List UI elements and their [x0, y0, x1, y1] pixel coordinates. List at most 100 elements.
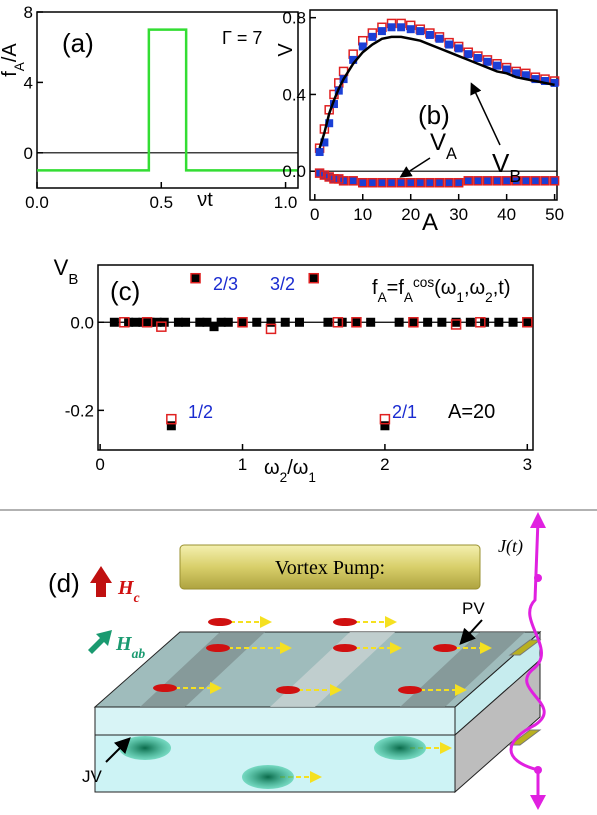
data-point: [387, 23, 396, 32]
panel-label: (b): [418, 100, 450, 130]
data-point: [444, 177, 454, 188]
data-point: [483, 176, 492, 185]
panel-label: (c): [110, 276, 140, 306]
annotation: VB: [492, 148, 521, 186]
data-point: [493, 176, 502, 185]
data-point: [425, 177, 435, 188]
data-point: [475, 317, 486, 328]
data-point: [406, 178, 415, 187]
data-point: [309, 273, 319, 283]
text-part: 2: [280, 470, 288, 485]
text-part: A: [12, 61, 27, 71]
text-part: V: [54, 255, 69, 280]
data-point: [511, 176, 521, 186]
pancake-vortices: [153, 618, 457, 694]
data-point: [314, 168, 325, 178]
x-tick-label: 20: [401, 205, 420, 224]
data-point: [358, 178, 367, 187]
data-point: [349, 176, 358, 185]
data-point: [332, 317, 344, 328]
hc-label: Hc: [117, 577, 140, 605]
data-point: [315, 148, 324, 157]
data-point: [512, 176, 521, 185]
data-point: [209, 322, 219, 332]
annotation: A=20: [448, 401, 495, 423]
annotation: VA: [430, 129, 457, 163]
data-point: [386, 177, 397, 188]
data-point: [540, 176, 550, 186]
data-point: [394, 317, 404, 327]
plot-frame: [97, 264, 534, 451]
text-part: A: [422, 209, 438, 236]
x-tick-label: 1: [238, 455, 247, 474]
x-tick-label: 3: [523, 455, 532, 474]
vortices: [175, 616, 492, 783]
text-part: B: [68, 271, 78, 288]
data-point: [339, 176, 348, 185]
data-point: [483, 57, 492, 66]
text-part: c: [134, 590, 140, 605]
annotation: Γ = 7: [222, 28, 262, 48]
data-point: [329, 174, 339, 184]
data-point: [530, 176, 541, 186]
y-tick-label: -0.2: [65, 401, 94, 420]
x-tick-label: 0: [310, 205, 319, 224]
data-point: [377, 178, 386, 187]
x-tick-label: 40: [497, 205, 516, 224]
data-point: [397, 23, 406, 32]
data-point: [280, 317, 290, 327]
data-point: [445, 178, 454, 187]
data-point: [380, 421, 390, 431]
data-point: [325, 172, 334, 181]
text-part: A: [404, 290, 414, 305]
data-point: [435, 34, 444, 43]
data-point: [425, 178, 434, 187]
data-point: [334, 174, 343, 183]
data-point: [541, 176, 550, 185]
data-point: [492, 176, 502, 186]
text-part: Γ = 7: [222, 28, 262, 48]
data-point: [329, 174, 338, 183]
text-part: ,t): [493, 277, 511, 299]
data-point: [473, 176, 483, 186]
y-tick-label: 0.8: [282, 9, 306, 28]
data-point: [405, 177, 416, 188]
data-point: [453, 177, 464, 188]
data-point: [408, 317, 419, 328]
annotation: 2/3: [213, 274, 238, 294]
y-axis-label: V: [275, 43, 297, 57]
text-part: B: [509, 166, 521, 186]
data-point: [531, 75, 540, 84]
annotation: 1/2: [188, 402, 213, 422]
text-part: J(t): [498, 536, 523, 557]
annotation-arrow: [399, 157, 431, 178]
text-part: f: [0, 71, 21, 77]
data-point: [349, 55, 358, 64]
text-part: A=20: [448, 401, 495, 423]
current-dot: [534, 766, 542, 774]
data-point: [348, 176, 358, 186]
text-part: H: [117, 577, 135, 599]
annotation: 2/1: [392, 402, 417, 422]
data-point: [334, 174, 344, 184]
slab-front: [94, 706, 456, 736]
data-point: [434, 177, 445, 188]
text-part: V: [430, 129, 446, 156]
x-tick-label: 50: [545, 205, 564, 224]
data-point: [463, 176, 474, 186]
data-point: [252, 317, 262, 327]
x-axis-label: ω2/ω1: [264, 457, 316, 485]
y-axis-label: fA/A: [0, 43, 27, 77]
data-point: [238, 317, 248, 327]
text-part: 1/2: [188, 402, 213, 422]
data-point: [366, 317, 376, 327]
data-point: [358, 42, 367, 51]
x-tick-label: 10: [353, 205, 372, 224]
stripe: [270, 632, 395, 707]
annotation: fA=fAcos(ω1,ω2,t): [372, 275, 510, 305]
data-point: [166, 413, 177, 425]
series-line: [37, 28, 298, 172]
data-point: [237, 317, 248, 328]
y-tick-label: 4: [24, 73, 33, 92]
text-part: νt: [197, 189, 213, 211]
